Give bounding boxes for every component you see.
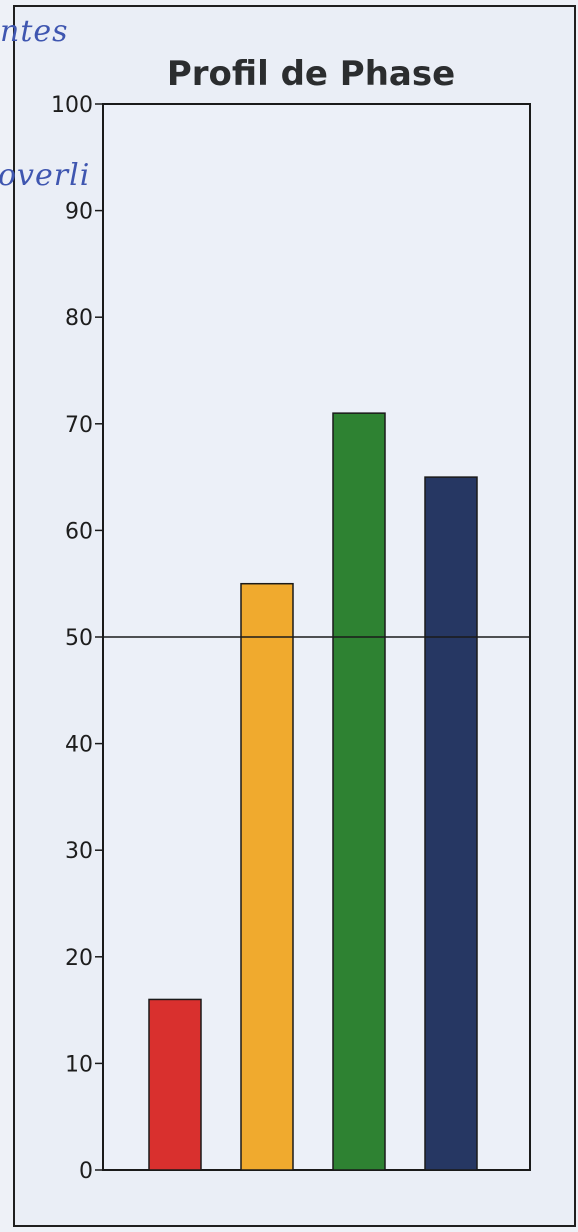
- bar: [332, 412, 386, 1171]
- bar: [240, 582, 294, 1171]
- chart-title: Profil de Phase: [167, 54, 455, 94]
- handwritten-note: ntes: [0, 14, 69, 49]
- y-tick-label: 50: [65, 626, 93, 651]
- y-tick-label: 90: [65, 200, 93, 225]
- y-tick-label: 60: [65, 519, 93, 544]
- bar: [424, 476, 478, 1171]
- bar: [148, 998, 202, 1171]
- y-tick-label: 0: [79, 1159, 93, 1184]
- y-tick-label: 10: [65, 1052, 93, 1077]
- y-tick-label: 100: [51, 93, 93, 118]
- y-tick-label: 70: [65, 413, 93, 438]
- handwritten-note: overli: [0, 158, 91, 193]
- y-tick-label: 40: [65, 733, 93, 758]
- y-tick-label: 20: [65, 946, 93, 971]
- y-tick-label: 30: [65, 839, 93, 864]
- y-tick-label: 80: [65, 306, 93, 331]
